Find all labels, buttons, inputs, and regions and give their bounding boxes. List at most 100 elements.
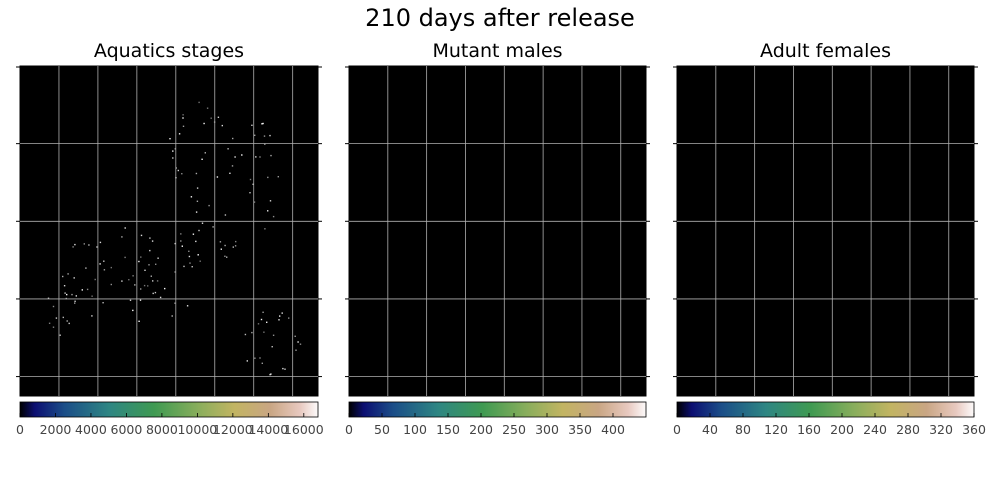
colorbar-tick-label: 120	[764, 422, 788, 437]
speckle	[208, 204, 210, 207]
speckle	[180, 240, 182, 242]
speckle	[140, 234, 143, 237]
speckle	[270, 373, 272, 375]
speckle	[152, 292, 154, 295]
speckle	[199, 260, 201, 262]
speckle	[134, 284, 136, 286]
speckle	[212, 226, 214, 228]
speckle	[299, 343, 302, 345]
colorbar-tick-label: 280	[896, 422, 920, 437]
colorbar-tick-label: 200	[830, 422, 854, 437]
colorbar-tick-label: 400	[601, 422, 625, 437]
speckle	[195, 240, 197, 243]
speckle	[198, 101, 200, 104]
speckle	[103, 260, 105, 262]
speckle	[72, 246, 74, 248]
speckle	[48, 322, 51, 324]
speckle	[224, 255, 226, 257]
speckle	[257, 323, 260, 325]
speckle	[183, 265, 185, 268]
panel-aquatics-stages: Aquatics stages 0 2000 4000 6000 8000 10000 12…	[16, 40, 324, 460]
colorbar-gradient	[19, 401, 319, 418]
speckle	[281, 312, 283, 314]
speckle	[201, 222, 204, 224]
speckle	[121, 236, 123, 238]
speckle	[262, 122, 264, 125]
colorbar-tick-label: 150	[436, 422, 460, 437]
colorbar-tick-label: 250	[502, 422, 526, 437]
speckle	[259, 357, 261, 359]
colorbar-tick-label: 300	[535, 422, 559, 437]
colorbar-tick-label: 6000	[111, 422, 143, 437]
colorbar-tick-label: 0	[16, 422, 24, 437]
speckle	[234, 245, 237, 247]
speckle	[68, 322, 70, 325]
speckle	[62, 275, 64, 278]
speckle	[66, 293, 68, 296]
speckle	[143, 284, 146, 287]
speckle	[224, 214, 227, 216]
speckle	[259, 156, 261, 158]
speckle	[188, 250, 190, 252]
speckle	[278, 319, 280, 321]
heatmap-image	[19, 65, 319, 397]
speckle	[178, 133, 181, 135]
speckle	[96, 246, 98, 248]
colorbar-tick-label: 160	[797, 422, 821, 437]
speckle	[150, 275, 152, 277]
speckle	[269, 134, 271, 137]
speckle	[186, 305, 189, 307]
speckle	[65, 297, 67, 300]
speckle	[52, 326, 55, 328]
panel-title: Mutant males	[432, 40, 563, 62]
speckle	[252, 183, 254, 185]
heatmap-image	[348, 65, 647, 397]
speckle	[282, 367, 284, 370]
colorbar-tick-label: 350	[568, 422, 592, 437]
speckle	[262, 311, 264, 313]
heatmap-plot-area	[16, 65, 322, 397]
speckle	[255, 156, 257, 158]
colorbar-tick-label: 10000	[177, 422, 217, 437]
speckle	[172, 157, 174, 159]
colorbar-tick-label: 16000	[284, 422, 324, 437]
speckle	[266, 321, 268, 323]
speckle	[132, 309, 134, 312]
speckle	[251, 331, 253, 334]
heatmap-plot-area	[673, 65, 978, 397]
speckle	[244, 333, 247, 336]
speckle	[81, 289, 83, 291]
speckle	[241, 154, 243, 156]
speckle	[148, 264, 150, 266]
speckle	[195, 211, 198, 213]
speckle	[227, 148, 229, 150]
speckle	[73, 277, 75, 279]
speckle	[180, 233, 182, 235]
colorbar-tick-label: 320	[929, 422, 953, 437]
speckle	[294, 335, 296, 337]
speckle	[272, 334, 275, 336]
speckle	[254, 357, 256, 359]
speckle	[253, 201, 256, 203]
speckle	[74, 243, 76, 246]
speckle	[235, 240, 237, 243]
colorbar-tick-label: 200	[469, 422, 493, 437]
speckle	[52, 305, 55, 308]
speckle	[198, 229, 200, 232]
speckle	[174, 302, 176, 304]
colorbar-tick-label: 100	[403, 422, 427, 437]
panel-mutant-males: Mutant males 0 50 100 150 200 250 300 350 400	[345, 40, 650, 460]
speckle	[59, 334, 61, 336]
speckle	[210, 117, 212, 119]
colorbar-tick-label: 14000	[248, 422, 288, 437]
speckle	[269, 200, 272, 202]
speckle	[63, 285, 66, 287]
speckle	[197, 254, 199, 256]
colorbar-tick-label: 40	[702, 422, 718, 437]
speckle	[201, 158, 203, 160]
colorbar-tick-label: 4000	[75, 422, 107, 437]
colorbar-tick-label: 80	[735, 422, 751, 437]
speckle	[182, 125, 185, 127]
speckle	[271, 346, 273, 348]
colorbar-tick-label: 0	[673, 422, 681, 437]
